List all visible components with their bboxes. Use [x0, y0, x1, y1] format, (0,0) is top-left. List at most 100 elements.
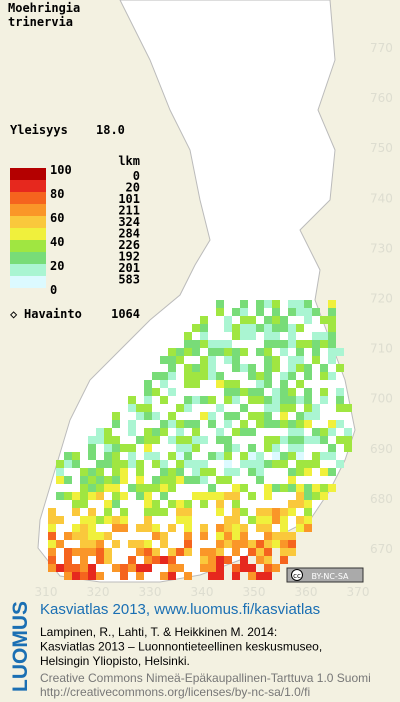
grid-cell [152, 460, 160, 468]
legend-count: 201 [118, 261, 140, 275]
grid-cell [232, 444, 240, 452]
grid-cell [240, 316, 248, 324]
x-grid-label: 310 [35, 585, 58, 599]
grid-cell [48, 556, 56, 564]
grid-cell [296, 340, 304, 348]
y-grid-label: 770 [370, 41, 393, 55]
grid-cell [280, 404, 288, 412]
legend-swatch [10, 252, 46, 264]
grid-cell [304, 460, 312, 468]
grid-cell [248, 516, 256, 524]
grid-cell [208, 396, 216, 404]
grid-cell [192, 428, 200, 436]
grid-cell [168, 468, 176, 476]
grid-cell [288, 476, 296, 484]
grid-cell [240, 532, 248, 540]
legend-count: 583 [118, 273, 140, 287]
grid-cell [208, 492, 216, 500]
grid-cell [240, 388, 248, 396]
grid-cell [304, 468, 312, 476]
citation-line: Kasviatlas 2013 – Luonnontieteellinen ke… [40, 640, 322, 654]
grid-cell [200, 324, 208, 332]
legend-count: 211 [118, 204, 140, 218]
grid-cell [216, 524, 224, 532]
grid-cell [144, 564, 152, 572]
footer-link[interactable]: Kasviatlas 2013, www.luomus.fi/kasviatla… [40, 601, 320, 618]
grid-cell [168, 564, 176, 572]
grid-cell [112, 492, 120, 500]
grid-cell [232, 396, 240, 404]
grid-cell [88, 572, 96, 580]
grid-cell [248, 452, 256, 460]
grid-cell [328, 332, 336, 340]
y-grid-label: 680 [370, 492, 393, 506]
grid-cell [328, 324, 336, 332]
grid-cell [232, 356, 240, 364]
grid-cell [96, 532, 104, 540]
grid-cell [136, 460, 144, 468]
grid-cell [120, 508, 128, 516]
grid-cell [72, 548, 80, 556]
grid-cell [184, 396, 192, 404]
grid-cell [176, 420, 184, 428]
observation-count: 1064 [111, 307, 140, 321]
grid-cell [216, 532, 224, 540]
grid-cell [256, 468, 264, 476]
grid-cell [136, 436, 144, 444]
grid-cell [184, 524, 192, 532]
y-grid-label: 700 [370, 392, 393, 406]
grid-cell [256, 308, 264, 316]
grid-cell [264, 460, 272, 468]
grid-cell [104, 556, 112, 564]
grid-cell [96, 484, 104, 492]
grid-cell [80, 540, 88, 548]
grid-cell [128, 444, 136, 452]
grid-cell [264, 412, 272, 420]
grid-cell [48, 532, 56, 540]
legend-count: 324 [118, 215, 140, 229]
grid-cell [128, 564, 136, 572]
grid-cell [160, 508, 168, 516]
grid-cell [88, 516, 96, 524]
grid-cell [224, 524, 232, 532]
grid-cell [112, 412, 120, 420]
grid-cell [160, 396, 168, 404]
grid-cell [296, 348, 304, 356]
grid-cell [184, 508, 192, 516]
grid-cell [280, 412, 288, 420]
grid-cell [272, 308, 280, 316]
grid-cell [264, 436, 272, 444]
grid-cell [64, 452, 72, 460]
grid-cell [280, 516, 288, 524]
grid-cell [224, 356, 232, 364]
grid-cell [240, 308, 248, 316]
grid-cell [96, 468, 104, 476]
grid-cell [72, 572, 80, 580]
grid-cell [80, 500, 88, 508]
grid-cell [144, 412, 152, 420]
grid-cell [144, 396, 152, 404]
grid-cell [224, 380, 232, 388]
grid-cell [224, 420, 232, 428]
grid-cell [248, 492, 256, 500]
grid-cell [272, 332, 280, 340]
grid-cell [56, 468, 64, 476]
grid-cell [328, 348, 336, 356]
grid-cell [168, 548, 176, 556]
grid-cell [264, 364, 272, 372]
grid-cell [312, 356, 320, 364]
grid-cell [184, 460, 192, 468]
grid-cell [88, 484, 96, 492]
grid-cell [248, 460, 256, 468]
legend-count: 284 [118, 227, 140, 241]
grid-cell [176, 452, 184, 460]
legend-scale: 60 [50, 211, 64, 225]
legend-swatch [10, 180, 46, 192]
grid-cell [328, 444, 336, 452]
grid-cell [216, 340, 224, 348]
grid-cell [248, 468, 256, 476]
grid-cell [224, 468, 232, 476]
grid-cell [80, 492, 88, 500]
grid-cell [160, 460, 168, 468]
grid-cell [176, 476, 184, 484]
